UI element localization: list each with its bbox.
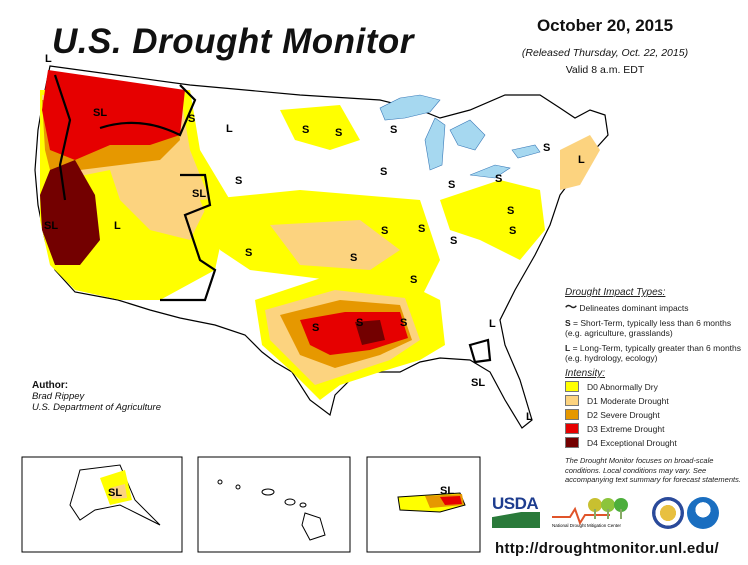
website-url[interactable]: http://droughtmonitor.unl.edu/: [495, 540, 719, 557]
legend-item: D0 Abnormally Dry: [565, 381, 745, 392]
legend-swatch: [565, 423, 579, 434]
impact-label: S: [448, 179, 455, 191]
impact-label: S: [495, 173, 502, 185]
legend-item: D2 Severe Drought: [565, 409, 745, 420]
d0-region-north: [280, 105, 360, 150]
impact-label: S: [400, 317, 407, 329]
valid-time: Valid 8 a.m. EDT: [565, 64, 645, 76]
noaa-logo: [687, 497, 719, 529]
impact-label: S: [410, 274, 417, 286]
impact-label: S: [312, 322, 319, 334]
impact-label: S: [188, 113, 195, 125]
alaska-label: SL: [108, 487, 122, 499]
impact-label: S: [302, 124, 309, 136]
short-term-key: S: [565, 318, 571, 328]
impact-boundaries: [53, 74, 492, 364]
impact-line-icon: 〜: [565, 300, 578, 314]
impact-label: SL: [471, 377, 485, 389]
usda-logo-text: USDA: [492, 494, 539, 513]
short-term-row: S = Short-Term, typically less than 6 mo…: [565, 318, 745, 338]
impact-label: SL: [44, 220, 58, 232]
legend-label: D3 Extreme Drought: [587, 423, 665, 434]
author-org: U.S. Department of Agriculture: [32, 402, 162, 413]
legend-label: D4 Exceptional Drought: [587, 437, 677, 448]
legend-label: D0 Abnormally Dry: [587, 381, 658, 392]
impact-label: S: [543, 142, 550, 154]
impact-label: S: [381, 225, 388, 237]
author-block: Author: Brad Rippey U.S. Department of A…: [32, 380, 161, 413]
impact-label: S: [507, 205, 514, 217]
impact-label: S: [509, 225, 516, 237]
legend-swatch: [565, 437, 579, 448]
legend: Drought Impact Types: 〜 Delineates domin…: [565, 287, 745, 485]
d1-region-central: [270, 220, 400, 270]
impact-label: L: [578, 154, 585, 166]
d1-region-newengland: [560, 135, 600, 190]
impact-label: S: [335, 127, 342, 139]
d4-region-california: [40, 160, 100, 265]
legend-label: D2 Severe Drought: [587, 409, 660, 420]
intensity-header: Intensity:: [565, 368, 606, 379]
hawaii-inset: [197, 456, 351, 553]
impact-label: L: [45, 53, 52, 65]
d3-region-south: [300, 312, 408, 355]
impact-label: L: [226, 123, 233, 135]
legend-swatch: [565, 409, 579, 420]
impact-label: L: [489, 318, 496, 330]
d3-region-northwest: [42, 70, 185, 160]
d4-region-louisiana: [355, 320, 385, 345]
alaska-drought-d1: [110, 484, 127, 499]
short-term-text: = Short-Term, typically less than 6 mont…: [565, 318, 732, 338]
legend-item: D1 Moderate Drought: [565, 395, 745, 406]
impact-label: SL: [192, 188, 206, 200]
impact-label: S: [450, 235, 457, 247]
long-term-text: = Long-Term, typically greater than 6 mo…: [565, 343, 742, 363]
usda-logo: USDA: [492, 495, 540, 531]
ndmc-logo-text: National Drought Mitigation Center: [552, 523, 622, 528]
legend-item: D3 Extreme Drought: [565, 423, 745, 434]
puerto-rico-label: SL: [440, 485, 454, 497]
impact-label: S: [245, 247, 252, 259]
impact-types-header: Drought Impact Types:: [565, 287, 666, 298]
impact-label: S: [235, 175, 242, 187]
impact-label: S: [418, 223, 425, 235]
legend-swatch: [565, 395, 579, 406]
legend-item: D4 Exceptional Drought: [565, 437, 745, 448]
d0-region-northeast: [440, 180, 545, 260]
delineates-row: 〜 Delineates dominant impacts: [565, 300, 745, 314]
impact-label: L: [526, 411, 533, 423]
release-date: (Released Thursday, Oct. 22, 2015): [521, 47, 689, 59]
long-term-row: L = Long-Term, typically greater than 6 …: [565, 343, 745, 363]
legend-label: D1 Moderate Drought: [587, 395, 669, 406]
map-date: October 20, 2015: [536, 16, 674, 35]
delineates-text: Delineates dominant impacts: [579, 303, 689, 313]
impact-label: S: [390, 124, 397, 136]
author-name: Brad Rippey: [32, 391, 85, 402]
impact-label: S: [380, 166, 387, 178]
author-label: Author:: [32, 380, 69, 391]
impact-label: S: [356, 317, 363, 329]
impact-label: S: [350, 252, 357, 264]
legend-note: The Drought Monitor focuses on broad-sca…: [565, 456, 741, 484]
great-lakes: [379, 94, 541, 179]
hawaii-islands: [217, 479, 326, 541]
long-term-key: L: [565, 343, 571, 353]
ndmc-logo: National Drought Mitigation Center: [552, 498, 628, 528]
puerto-rico-drought-d3: [440, 496, 462, 505]
impact-label: L: [114, 220, 121, 232]
legend-swatch: [565, 381, 579, 392]
impact-label: SL: [93, 107, 107, 119]
doc-seal-logo: [652, 497, 684, 529]
page-title: U.S. Drought Monitor: [52, 22, 414, 61]
